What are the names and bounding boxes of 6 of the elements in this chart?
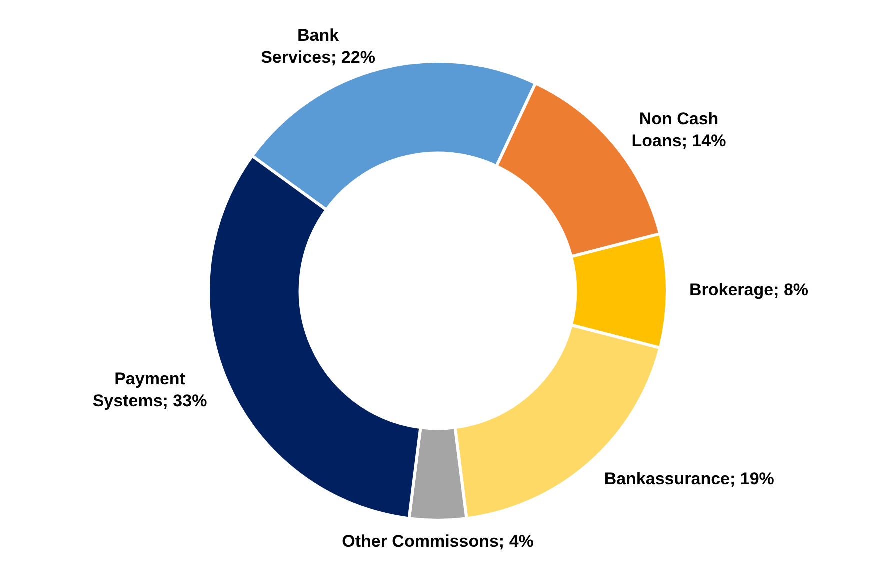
slice-label: Brokerage; 8% (689, 280, 809, 300)
slice-label: Bank Services; 22% (261, 26, 376, 68)
slice-label: Bankassurance; 19% (604, 469, 774, 488)
slice-label: Payment Systems; 33% (92, 370, 208, 411)
slice-label: Non Cash Loans; 14% (632, 109, 726, 150)
slice-label: Other Commissons; 4% (342, 532, 534, 552)
